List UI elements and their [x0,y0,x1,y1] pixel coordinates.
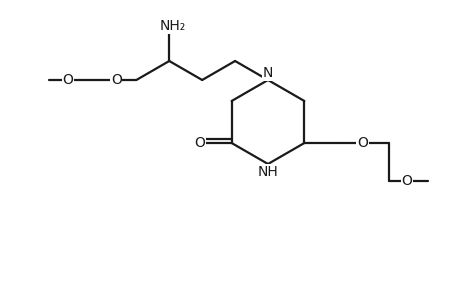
Text: O: O [356,136,367,150]
Text: O: O [401,174,412,188]
Text: O: O [62,73,73,87]
Text: NH₂: NH₂ [159,19,185,33]
Text: N: N [262,66,273,80]
Text: NH: NH [257,165,278,179]
Text: O: O [111,73,122,87]
Text: O: O [194,136,205,150]
